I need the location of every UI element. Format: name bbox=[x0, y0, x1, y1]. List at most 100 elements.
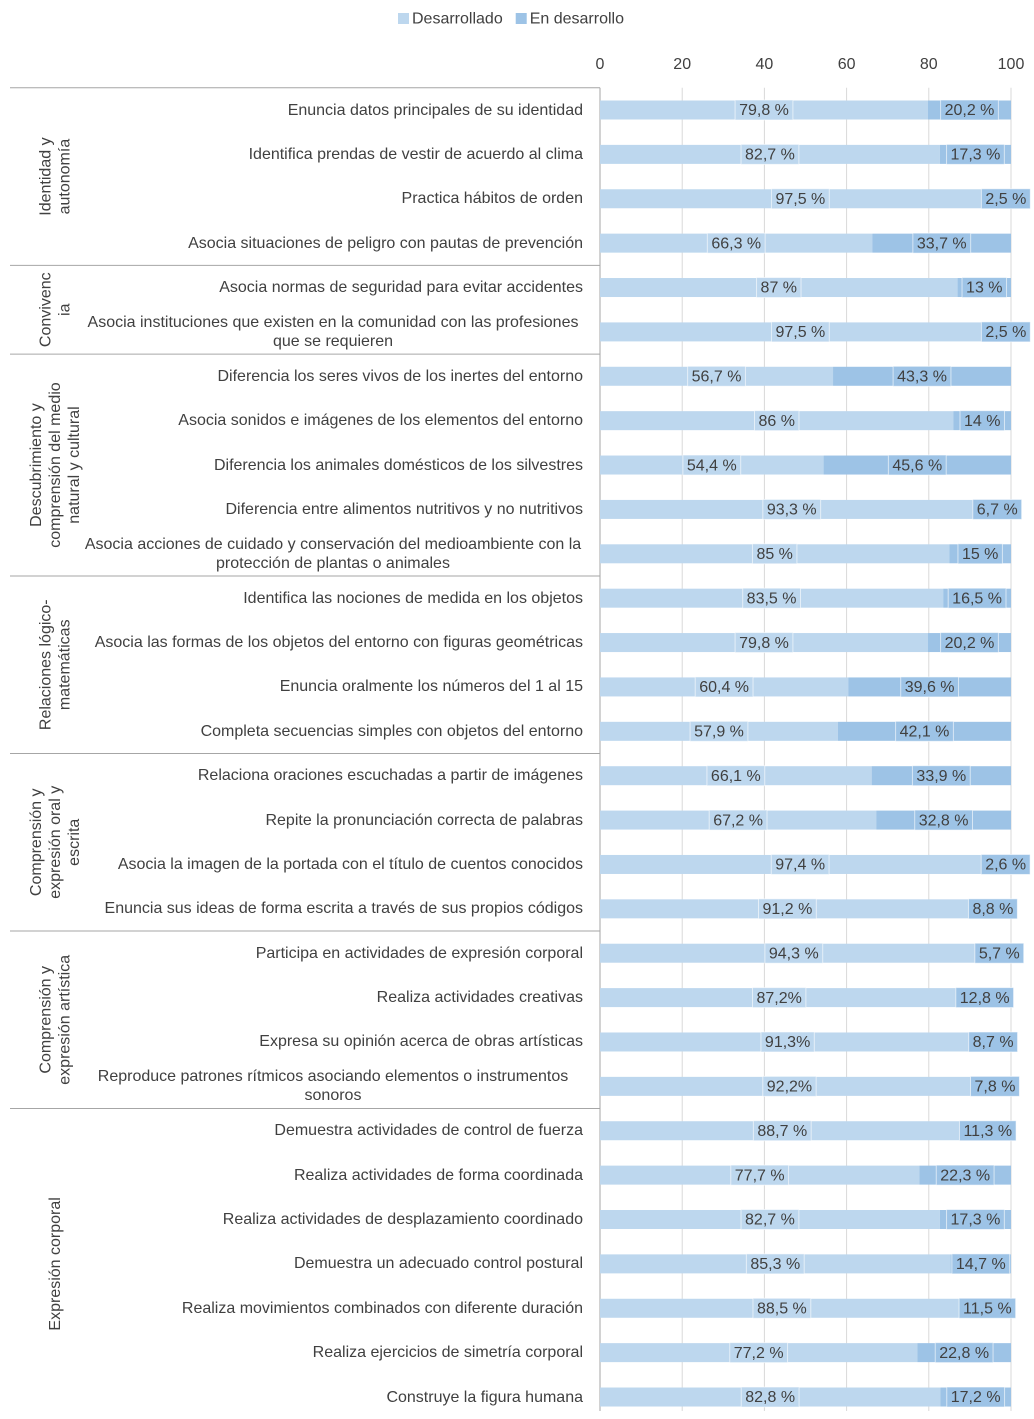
value-label: 66,3 % bbox=[711, 235, 761, 252]
value-label-bg bbox=[740, 1386, 800, 1408]
group-label: Identidad y autonomía bbox=[38, 137, 74, 215]
value-label: 79,8 % bbox=[739, 102, 789, 119]
value-label: 11,5 % bbox=[963, 1300, 1012, 1317]
category-label: Diferencia entre alimentos nutritivos y … bbox=[63, 487, 584, 531]
value-label-bg bbox=[895, 720, 954, 742]
x-tick-label: 60 bbox=[838, 56, 856, 73]
value-label-bg bbox=[946, 1209, 1005, 1230]
value-label: 17,2 % bbox=[951, 1389, 1001, 1406]
value-label: 22,8 % bbox=[939, 1345, 989, 1362]
x-tick-label: 0 bbox=[596, 56, 605, 73]
category-text: Asocia las formas de los objetos del ent… bbox=[94, 634, 583, 652]
value-label: 14,7 % bbox=[956, 1256, 1006, 1273]
category-label: Expresa su opinión acerca de obras artís… bbox=[63, 1020, 583, 1064]
value-label: 32,8 % bbox=[919, 812, 969, 829]
value-label-bg bbox=[934, 1342, 994, 1364]
x-tick-label: 40 bbox=[756, 56, 774, 73]
value-label-bg bbox=[756, 277, 802, 299]
value-label-bg bbox=[961, 277, 1008, 299]
value-label: 54,4 % bbox=[687, 457, 737, 474]
value-label: 13 % bbox=[966, 280, 1002, 297]
value-label: 79,8 % bbox=[739, 635, 789, 652]
value-label: 92,2% bbox=[767, 1079, 812, 1096]
group-label-line: Expresión corporal bbox=[47, 1197, 64, 1330]
category-label: Participa en actividades de expresión co… bbox=[63, 931, 583, 975]
category-label: Construye la figura humana bbox=[63, 1375, 583, 1419]
value-label-bg bbox=[758, 898, 817, 920]
category-text: Asocia normas de seguridad para evitar a… bbox=[219, 279, 583, 297]
value-label: 17,3 % bbox=[951, 147, 1001, 164]
value-label-bg bbox=[980, 853, 1031, 875]
category-text: Identifica prendas de vestir de acuerdo … bbox=[248, 145, 583, 163]
group-label: Comprensión y expresión oral y escrita bbox=[28, 786, 83, 899]
value-label-bg bbox=[752, 1120, 812, 1142]
value-label: 83,5 % bbox=[747, 590, 797, 607]
category-text: Reproduce patrones rítmicos asociando el… bbox=[97, 1068, 569, 1105]
value-label: 67,2 % bbox=[713, 812, 763, 829]
value-label-bg bbox=[682, 454, 742, 476]
value-label: 22,3 % bbox=[940, 1167, 990, 1184]
category-text: Enuncia datos principales de su identida… bbox=[287, 101, 583, 119]
value-label-bg bbox=[940, 632, 999, 654]
value-label: 39,6 % bbox=[905, 679, 955, 696]
category-text: Expresa su opinión acerca de obras artís… bbox=[259, 1033, 583, 1051]
value-label-bg bbox=[740, 143, 800, 165]
value-label-bg bbox=[935, 1164, 995, 1186]
value-label-bg bbox=[946, 143, 1005, 165]
category-label: Completa secuencias simples con objetos … bbox=[63, 709, 583, 753]
group-label-line: comprensión del medio bbox=[47, 382, 64, 548]
category-text: Asocia sonidos e imágenes de los element… bbox=[178, 412, 583, 430]
value-label: 87 % bbox=[761, 280, 797, 297]
value-label-bg bbox=[742, 587, 801, 609]
value-label-bg bbox=[762, 1075, 817, 1097]
category-text: Relaciona oraciones escuchadas a partir … bbox=[197, 767, 583, 785]
value-label-bg bbox=[980, 188, 1031, 210]
value-label-bg bbox=[708, 809, 768, 831]
value-label-bg bbox=[751, 543, 798, 565]
category-text: Asocia la imagen de la portada con el tí… bbox=[117, 855, 583, 873]
value-label: 82,7 % bbox=[745, 147, 795, 164]
category-text: Demuestra actividades de control de fuer… bbox=[274, 1122, 583, 1140]
value-label: 88,7 % bbox=[757, 1123, 807, 1140]
value-label: 93,3 % bbox=[767, 502, 817, 519]
value-label: 94,3 % bbox=[769, 945, 819, 962]
value-label: 6,7 % bbox=[977, 502, 1018, 519]
value-label: 97,5 % bbox=[775, 324, 825, 341]
value-label: 5,7 % bbox=[979, 945, 1020, 962]
category-label: Enuncia oralmente los números del 1 al 1… bbox=[63, 665, 583, 709]
value-label: 56,7 % bbox=[692, 368, 742, 385]
category-label: Reproduce patrones rítmicos asociando el… bbox=[63, 1064, 583, 1108]
category-label: Repite la pronunciación correcta de pala… bbox=[63, 798, 583, 842]
group-label: Relaciones lógico-matemáticas bbox=[38, 599, 74, 730]
value-label-bg bbox=[729, 1342, 789, 1364]
group-label-line: matemáticas bbox=[57, 619, 74, 710]
value-label: 85,3 % bbox=[750, 1256, 800, 1273]
category-label: Diferencia los seres vivos de los inerte… bbox=[63, 354, 583, 398]
category-label: Practica hábitos de orden bbox=[63, 177, 583, 221]
category-label: Asocia sonidos e imágenes de los element… bbox=[63, 399, 583, 443]
category-label: Realiza actividades de desplazamiento co… bbox=[63, 1198, 583, 1242]
category-label: Realiza actividades creativas bbox=[63, 976, 583, 1020]
value-label-bg bbox=[955, 987, 1015, 1009]
value-label: 77,7 % bbox=[735, 1167, 785, 1184]
value-label-bg bbox=[947, 587, 1007, 609]
x-tick-label: 80 bbox=[920, 56, 938, 73]
value-label-bg bbox=[912, 232, 972, 254]
value-label: 97,5 % bbox=[775, 191, 825, 208]
group-label: Comprensión y expresión artística bbox=[38, 955, 74, 1085]
value-label-bg bbox=[734, 99, 794, 121]
value-label-bg bbox=[770, 188, 830, 210]
value-label-bg bbox=[887, 454, 947, 476]
value-label: 2,6 % bbox=[985, 857, 1026, 874]
value-label-bg bbox=[770, 853, 830, 875]
group-label-line: escrita bbox=[66, 819, 83, 866]
value-label-bg bbox=[706, 232, 766, 254]
value-label: 20,2 % bbox=[945, 635, 995, 652]
value-label: 88,5 % bbox=[757, 1300, 807, 1317]
value-label-bg bbox=[730, 1164, 790, 1186]
value-label: 2,5 % bbox=[985, 324, 1026, 341]
value-label: 57,9 % bbox=[694, 724, 744, 741]
value-label-bg bbox=[892, 365, 952, 387]
value-label: 8,8 % bbox=[972, 901, 1013, 918]
